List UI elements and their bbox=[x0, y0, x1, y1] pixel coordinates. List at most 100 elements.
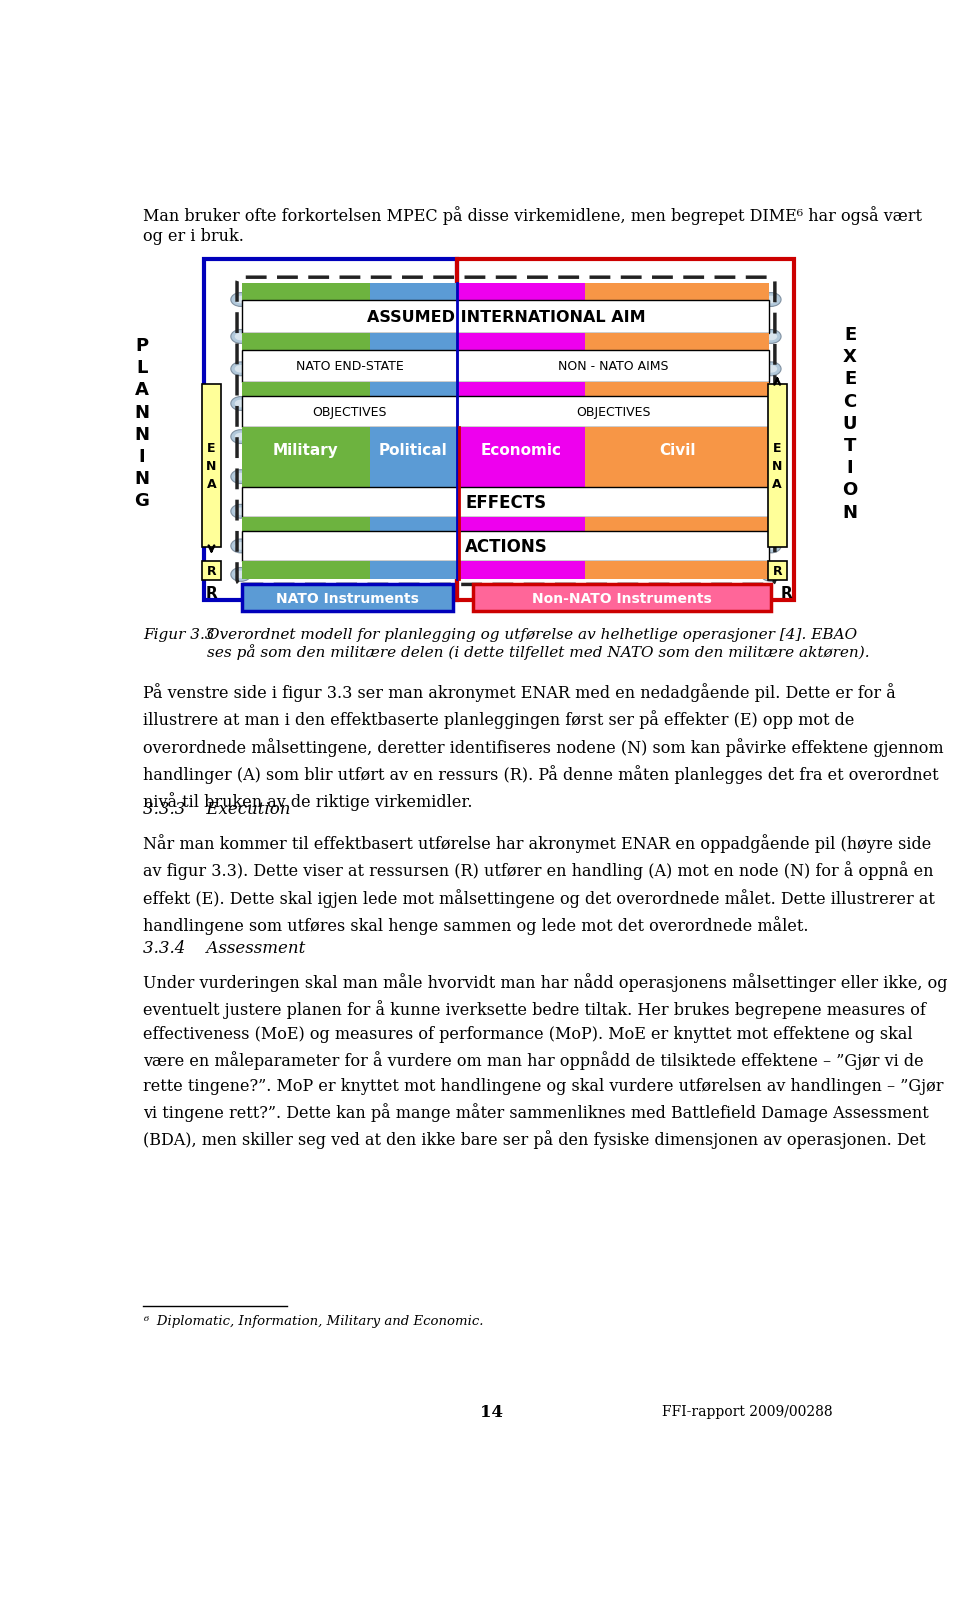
Text: NATO END-STATE: NATO END-STATE bbox=[296, 360, 403, 372]
Bar bbox=[457, 260, 794, 600]
Ellipse shape bbox=[761, 506, 781, 518]
Text: Figur 3.3: Figur 3.3 bbox=[143, 628, 215, 642]
Bar bbox=[370, 382, 457, 396]
Ellipse shape bbox=[234, 400, 247, 408]
Ellipse shape bbox=[230, 294, 251, 307]
Text: NON - NATO AIMS: NON - NATO AIMS bbox=[558, 360, 668, 372]
Ellipse shape bbox=[761, 568, 781, 583]
Text: OBJECTIVES: OBJECTIVES bbox=[576, 406, 651, 419]
Bar bbox=[370, 562, 457, 579]
Bar bbox=[457, 562, 585, 579]
Bar bbox=[370, 427, 457, 473]
Ellipse shape bbox=[761, 430, 781, 445]
Text: E
N
A: E N A bbox=[772, 441, 782, 491]
Ellipse shape bbox=[234, 433, 247, 441]
Bar bbox=[204, 260, 457, 600]
Text: ASSUMED INTERNATIONAL AIM: ASSUMED INTERNATIONAL AIM bbox=[367, 310, 645, 324]
Bar bbox=[768, 562, 786, 581]
Text: E
N
A: E N A bbox=[206, 441, 217, 491]
Ellipse shape bbox=[230, 398, 251, 411]
Text: Political: Political bbox=[379, 443, 447, 457]
Ellipse shape bbox=[234, 297, 247, 305]
Ellipse shape bbox=[230, 331, 251, 343]
Text: R: R bbox=[205, 586, 217, 600]
Bar bbox=[585, 382, 770, 396]
Text: R: R bbox=[773, 565, 782, 578]
Ellipse shape bbox=[761, 470, 781, 485]
Ellipse shape bbox=[765, 433, 778, 441]
Text: R: R bbox=[780, 586, 792, 600]
Ellipse shape bbox=[230, 539, 251, 554]
Text: EFFECTS: EFFECTS bbox=[466, 493, 546, 512]
Bar bbox=[243, 396, 457, 427]
Bar bbox=[243, 284, 370, 300]
Ellipse shape bbox=[765, 571, 778, 579]
Ellipse shape bbox=[230, 568, 251, 583]
Bar bbox=[203, 562, 221, 581]
Ellipse shape bbox=[761, 398, 781, 411]
Ellipse shape bbox=[230, 363, 251, 377]
Ellipse shape bbox=[765, 473, 778, 482]
Bar bbox=[203, 385, 221, 549]
Text: Non-NATO Instruments: Non-NATO Instruments bbox=[532, 592, 711, 605]
Ellipse shape bbox=[761, 331, 781, 343]
Ellipse shape bbox=[765, 400, 778, 408]
Text: E
X
E
C
U
T
I
O
N: E X E C U T I O N bbox=[843, 326, 857, 522]
Ellipse shape bbox=[230, 470, 251, 485]
Ellipse shape bbox=[234, 473, 247, 482]
Bar bbox=[457, 517, 585, 531]
Bar bbox=[457, 427, 585, 473]
Ellipse shape bbox=[761, 294, 781, 307]
Bar bbox=[457, 382, 585, 396]
Bar bbox=[457, 473, 585, 488]
Bar bbox=[243, 517, 370, 531]
Bar bbox=[243, 350, 457, 382]
Bar bbox=[585, 517, 770, 531]
Text: Under vurderingen skal man måle hvorvidt man har nådd operasjonens målsettinger : Under vurderingen skal man måle hvorvidt… bbox=[143, 973, 948, 1149]
Text: ⁶  Diplomatic, Information, Military and Economic.: ⁶ Diplomatic, Information, Military and … bbox=[143, 1314, 484, 1327]
Ellipse shape bbox=[765, 334, 778, 342]
Ellipse shape bbox=[761, 539, 781, 554]
Ellipse shape bbox=[765, 509, 778, 515]
Text: Civil: Civil bbox=[659, 443, 695, 457]
Bar bbox=[457, 284, 585, 300]
Text: Economic: Economic bbox=[481, 443, 562, 457]
Bar bbox=[585, 284, 770, 300]
Ellipse shape bbox=[234, 366, 247, 374]
Ellipse shape bbox=[234, 542, 247, 551]
Text: 14: 14 bbox=[481, 1403, 503, 1420]
Text: Military: Military bbox=[274, 443, 339, 457]
Text: R: R bbox=[206, 565, 216, 578]
Ellipse shape bbox=[234, 509, 247, 515]
Bar bbox=[768, 385, 786, 549]
Bar bbox=[243, 427, 370, 473]
Text: NATO Instruments: NATO Instruments bbox=[276, 592, 420, 605]
Text: P
L
A
N
N
I
N
G: P L A N N I N G bbox=[134, 337, 149, 510]
Bar bbox=[585, 562, 770, 579]
Bar bbox=[243, 300, 770, 334]
Bar bbox=[457, 334, 585, 350]
Bar bbox=[585, 334, 770, 350]
Text: 3.3.3    Execution: 3.3.3 Execution bbox=[143, 801, 291, 817]
Ellipse shape bbox=[765, 297, 778, 305]
Bar bbox=[585, 473, 770, 488]
Text: På venstre side i figur 3.3 ser man akronymet ENAR med en nedadgående pil. Dette: På venstre side i figur 3.3 ser man akro… bbox=[143, 682, 944, 811]
Bar bbox=[370, 517, 457, 531]
Bar bbox=[243, 586, 453, 612]
Bar bbox=[243, 334, 370, 350]
Text: Man bruker ofte forkortelsen MPEC på disse virkemidlene, men begrepet DIME⁶ har : Man bruker ofte forkortelsen MPEC på dis… bbox=[143, 207, 923, 246]
Ellipse shape bbox=[765, 366, 778, 374]
Ellipse shape bbox=[234, 334, 247, 342]
Text: ACTIONS: ACTIONS bbox=[465, 538, 547, 555]
Bar bbox=[472, 586, 771, 612]
Ellipse shape bbox=[761, 363, 781, 377]
Text: 3.3.4    Assessment: 3.3.4 Assessment bbox=[143, 939, 305, 957]
Bar bbox=[585, 427, 770, 473]
Text: OBJECTIVES: OBJECTIVES bbox=[313, 406, 387, 419]
Text: Overordnet modell for planlegging og utførelse av helhetlige operasjoner [4]. EB: Overordnet modell for planlegging og utf… bbox=[206, 628, 870, 660]
Bar bbox=[243, 562, 370, 579]
Ellipse shape bbox=[230, 506, 251, 518]
Bar bbox=[370, 284, 457, 300]
Bar bbox=[243, 488, 770, 517]
Bar bbox=[457, 396, 770, 427]
